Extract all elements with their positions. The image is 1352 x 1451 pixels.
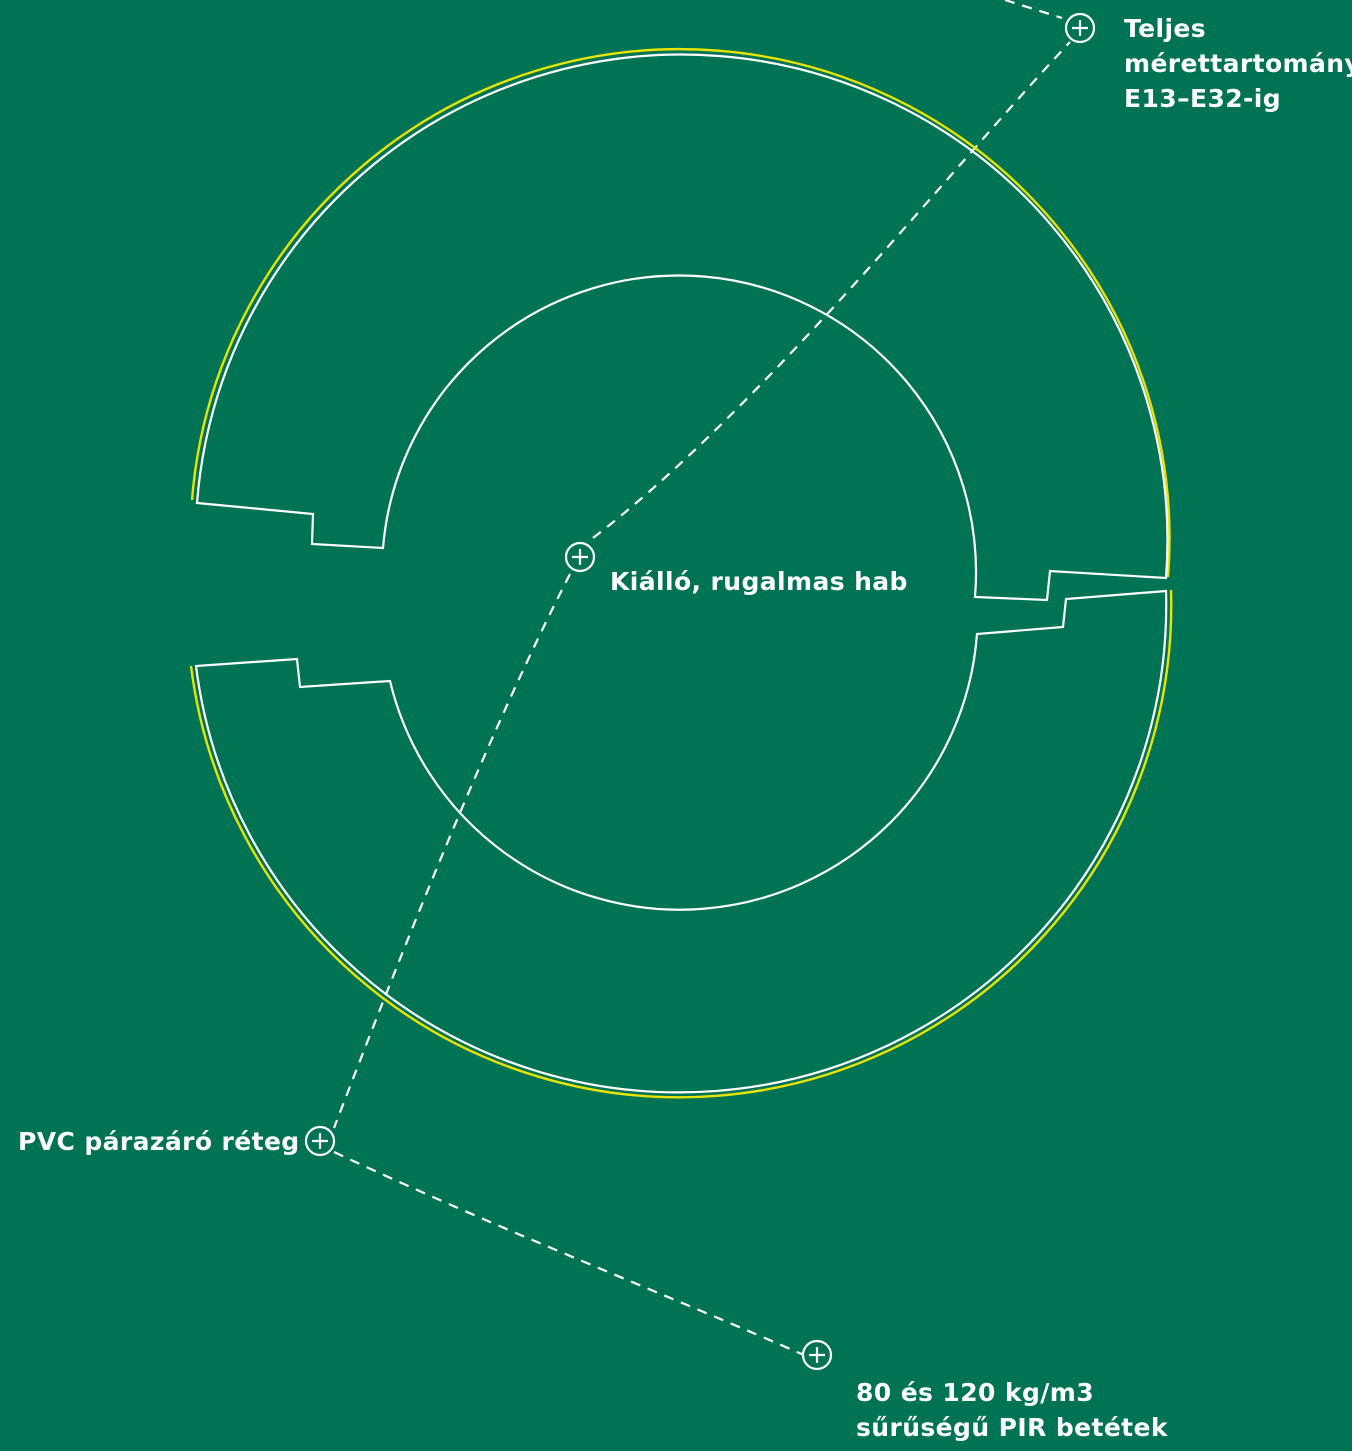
plus-circle-icon bbox=[564, 541, 596, 573]
upper-shell-outline bbox=[195, 53, 1169, 602]
size-range-label: Teljes mérettartomány E13–E32-ig bbox=[1124, 11, 1352, 116]
plus-circle-icon bbox=[1064, 12, 1096, 44]
size-range-line-2: mérettartomány bbox=[1124, 49, 1352, 78]
pvc-line-1: PVC párazáró réteg bbox=[18, 1127, 300, 1156]
upper-half-shell bbox=[190, 47, 1171, 602]
pir-inserts-label: 80 és 120 kg/m3 sűrűségű PIR betétek bbox=[856, 1375, 1168, 1445]
foam-line-1: Kiálló, rugalmas hab bbox=[610, 567, 908, 596]
pir-line-2: sűrűségű PIR betétek bbox=[856, 1413, 1168, 1442]
lower-shell-outline bbox=[194, 589, 1168, 1094]
leader-lines bbox=[332, 0, 1071, 1358]
pvc-label: PVC párazáró réteg bbox=[18, 1124, 300, 1159]
lower-half-shell bbox=[189, 589, 1173, 1099]
leader-line-foam-to-sizes bbox=[592, 41, 1071, 539]
leader-line-top bbox=[1004, 0, 1063, 20]
upper-shell-jacket bbox=[190, 47, 1171, 578]
plus-circle-icon bbox=[304, 1125, 336, 1157]
leader-line-foam-to-pvc bbox=[332, 573, 571, 1129]
plus-circle-icon bbox=[801, 1339, 833, 1371]
foam-label: Kiálló, rugalmas hab bbox=[610, 564, 908, 599]
lower-shell-jacket bbox=[189, 589, 1173, 1099]
size-range-line-1: Teljes bbox=[1124, 14, 1207, 43]
size-range-line-3: E13–E32-ig bbox=[1124, 84, 1282, 113]
pir-line-1: 80 és 120 kg/m3 bbox=[856, 1378, 1095, 1407]
leader-line-pvc-to-pir bbox=[333, 1151, 807, 1358]
